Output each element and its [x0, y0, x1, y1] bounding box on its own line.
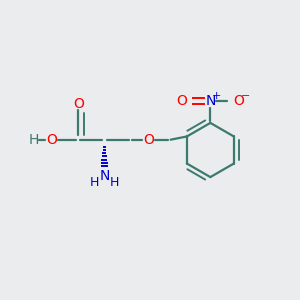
Text: N: N — [205, 94, 215, 108]
Text: O: O — [73, 98, 84, 111]
Text: O: O — [143, 133, 154, 147]
Text: +: + — [212, 91, 221, 101]
Text: −: − — [241, 91, 250, 100]
Text: H: H — [28, 133, 39, 147]
Text: N: N — [99, 169, 110, 183]
Text: O: O — [46, 133, 57, 147]
Text: O: O — [233, 94, 244, 108]
Text: H: H — [110, 176, 119, 189]
Text: H: H — [89, 176, 99, 189]
Text: O: O — [177, 94, 188, 108]
